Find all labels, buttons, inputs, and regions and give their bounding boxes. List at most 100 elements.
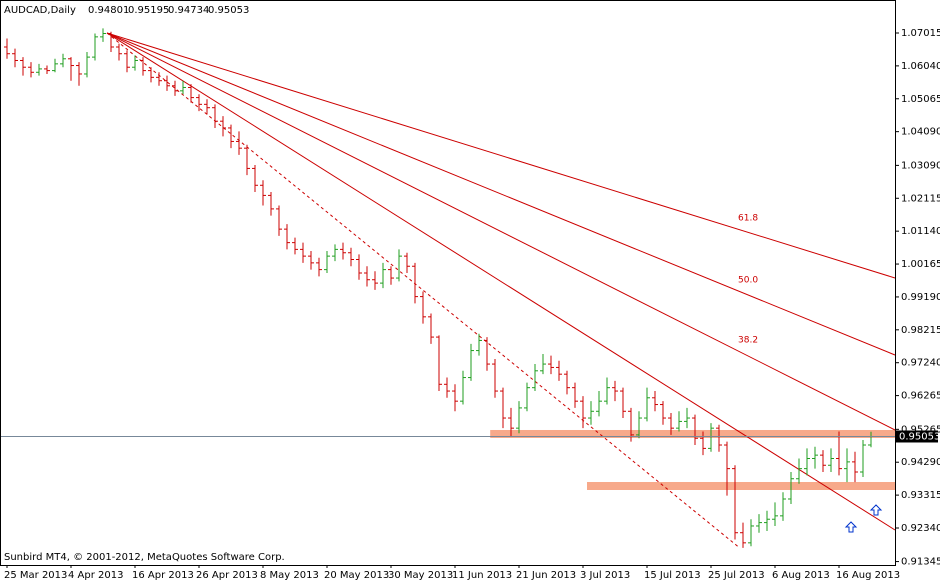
- ohlc-bar: [492, 359, 498, 398]
- fan-label: 61.8: [738, 214, 758, 224]
- ohlc-bar: [380, 262, 386, 289]
- ohlc-bar: [156, 72, 162, 86]
- ohlc-bar: [180, 80, 186, 95]
- ohlc-bar: [836, 431, 842, 476]
- ohlc-bar: [268, 192, 274, 216]
- x-tick-label: 6 Aug 2013: [772, 570, 830, 581]
- footer: Sunbird MT4, © 2001-2012, MetaQuotes Sof…: [4, 552, 285, 563]
- zone: [587, 482, 895, 491]
- ohlc-bar: [532, 364, 538, 392]
- ohlc-bar: [772, 502, 778, 526]
- ohlc-bar: [132, 55, 138, 71]
- plot-frame: [0, 0, 896, 566]
- ohlc-bar: [820, 450, 826, 473]
- ohlc-bar: [860, 439, 866, 478]
- ohlc-bar: [732, 465, 738, 540]
- ohlc-bar: [604, 377, 610, 405]
- ohlc-bar: [68, 57, 74, 81]
- ohlc-bar: [364, 266, 370, 287]
- ohlc-bar: [740, 522, 746, 548]
- ohlc-bar: [476, 333, 482, 356]
- ohlc-bar: [652, 391, 658, 412]
- ohlc-bar: [108, 31, 114, 53]
- ohlc-bar: [612, 380, 618, 402]
- plot-frame: [0, 0, 896, 566]
- ohlc-bar: [516, 401, 522, 434]
- ohlc-bar: [540, 353, 546, 375]
- x-tick-label: 11 Jun 2013: [452, 570, 512, 581]
- y-tick-label: 0.98215: [901, 325, 940, 336]
- ohlc-bar: [620, 387, 626, 419]
- ohlc-bar: [452, 384, 458, 412]
- ohlc-bar: [236, 131, 242, 155]
- header-low: 0.94734: [168, 5, 209, 16]
- x-tick-label: 16 Apr 2013: [132, 570, 194, 581]
- ohlc-bar: [596, 391, 602, 417]
- fan-label: 38.2: [738, 335, 758, 345]
- ohlc-bar: [508, 407, 514, 437]
- header-open: 0.94801: [88, 5, 129, 16]
- ohlc-bar: [4, 38, 10, 59]
- ohlc-bar: [348, 247, 354, 267]
- ohlc-bar: [116, 43, 122, 61]
- ohlc-bar: [588, 401, 594, 425]
- x-tick-label: 15 Jul 2013: [644, 570, 701, 581]
- x-tick-label: 8 May 2013: [260, 570, 319, 581]
- ohlc-bar: [284, 224, 290, 250]
- ohlc-bar: [356, 254, 362, 280]
- ohlc-bar: [716, 424, 722, 452]
- header-high: 0.95195: [128, 5, 169, 16]
- y-tick-label: 0.97240: [901, 358, 940, 369]
- ohlc-bar: [548, 355, 554, 375]
- ohlc-bar: [708, 423, 714, 452]
- ohlc-bar: [300, 242, 306, 263]
- x-tick-label: 26 Apr 2013: [196, 570, 258, 581]
- header-close: 0.95053: [208, 5, 249, 16]
- fan-label: 50.0: [738, 275, 758, 285]
- ohlc-bar: [700, 431, 706, 456]
- ohlc-bar: [84, 52, 90, 78]
- ohlc-bar: [828, 448, 834, 473]
- ohlc-bar: [204, 99, 210, 115]
- ohlc-bar: [164, 75, 170, 91]
- ohlc-bar: [676, 411, 682, 432]
- ohlc-bar: [228, 124, 234, 149]
- ohlc-bar: [332, 244, 338, 262]
- ohlc-bar: [500, 387, 506, 429]
- ohlc-bar: [20, 57, 26, 76]
- up-arrow: [869, 504, 883, 516]
- ohlc-bar: [324, 251, 330, 273]
- ohlc-bar: [188, 84, 194, 103]
- ohlc-bar: [412, 262, 418, 304]
- ohlc-bar: [788, 472, 794, 505]
- y-tick-label: 0.91345: [901, 557, 940, 568]
- y-tick-label: 0.99190: [901, 292, 940, 303]
- ohlc-bar: [100, 28, 106, 42]
- x-tick-label: 20 May 2013: [324, 570, 389, 581]
- ohlc-bar: [812, 446, 818, 469]
- ohlc-bar: [60, 53, 66, 68]
- x-tick-label: 4 Apr 2013: [68, 570, 123, 581]
- y-tick-label: 1.02115: [901, 193, 940, 204]
- y-tick-label: 1.01140: [901, 226, 940, 237]
- ohlc-bar: [644, 387, 650, 422]
- ohlc-bar: [684, 407, 690, 429]
- ohlc-bar: [36, 63, 42, 76]
- ohlc-bar: [76, 62, 82, 86]
- x-tick-label: 3 Jul 2013: [580, 570, 630, 581]
- ohlc-bar: [124, 50, 130, 73]
- ohlc-bar: [572, 382, 578, 408]
- ohlc-bar: [428, 313, 434, 344]
- x-tick-label: 30 May 2013: [388, 570, 453, 581]
- ohlc-bar: [148, 67, 154, 83]
- y-tick-label: 1.03090: [901, 160, 940, 171]
- ohlc-bar: [668, 412, 674, 435]
- ohlc-bar: [28, 62, 34, 78]
- x-tick-label: 25 Mar 2013: [4, 570, 67, 581]
- price-box-label: 0.95053: [899, 431, 940, 442]
- fan-line: [106, 32, 896, 531]
- ohlc-bar: [780, 492, 786, 521]
- ohlc-bar: [468, 343, 474, 381]
